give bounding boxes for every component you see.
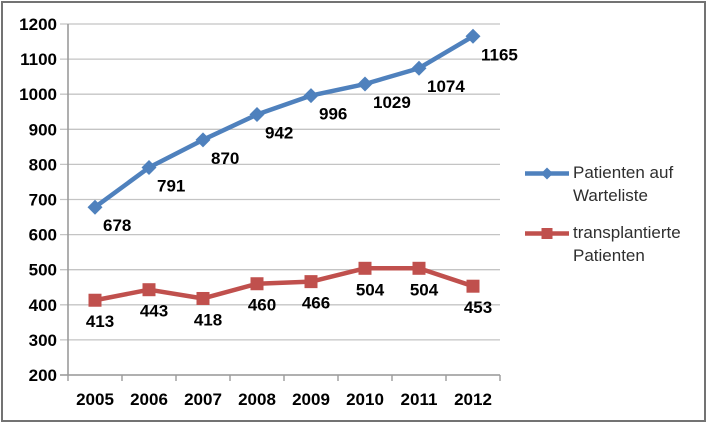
data-label-series1-2012: 453: [464, 298, 492, 317]
y-axis-label-700: 700: [29, 191, 57, 210]
series-line-1: [92, 266, 476, 303]
data-label-series1-2009: 466: [302, 294, 330, 313]
series-line-0: [92, 34, 476, 210]
data-label-series1-2011: 504: [410, 280, 439, 299]
data-label-series1-2007: 418: [194, 310, 222, 329]
y-axis-label-1100: 1100: [20, 50, 57, 69]
y-axis-label-1200: 1200: [19, 15, 57, 34]
marker-square-2009: [304, 275, 318, 289]
legend-diamond-marker-icon: [525, 167, 569, 180]
x-axis-label-2011: 2011: [401, 390, 438, 409]
y-axis-label-200: 200: [29, 366, 57, 385]
y-axis-label-500: 500: [29, 261, 57, 280]
legend-label-line: Warteliste: [573, 186, 648, 205]
marker-diamond-2006: [141, 160, 157, 176]
legend-square-marker-icon: [525, 228, 569, 239]
marker-square-2005: [88, 293, 102, 307]
x-axis-label-2012: 2012: [454, 390, 492, 409]
marker-diamond-2012: [465, 28, 481, 44]
x-axis-label-2008: 2008: [238, 390, 276, 409]
data-label-series0-2012: 1165: [481, 45, 518, 64]
marker-diamond-2005: [87, 199, 103, 215]
y-axis-label-900: 900: [29, 120, 57, 139]
legend-label-line: Patienten auf: [573, 163, 674, 182]
x-axis-label-2010: 2010: [346, 390, 384, 409]
data-label-series1-2010: 504: [356, 280, 385, 299]
x-axis-label-2005: 2005: [76, 390, 114, 409]
data-label-series0-2010: 1029: [373, 93, 411, 112]
marker-diamond-2011: [411, 60, 427, 76]
y-axis-label-400: 400: [29, 296, 57, 315]
data-label-series0-2009: 996: [319, 105, 347, 124]
data-label-series0-2011: 1074: [427, 77, 465, 96]
data-label-series1-2008: 460: [248, 296, 276, 315]
y-axis-label-800: 800: [29, 155, 57, 174]
legend: Patienten auf Warteliste transplantierte Pa…: [524, 161, 681, 267]
legend-item-1: transplantierte Patienten: [524, 221, 681, 267]
y-axis-label-300: 300: [29, 331, 57, 350]
legend-item-0: Patienten auf Warteliste: [524, 161, 681, 207]
marker-square-2010: [358, 261, 372, 275]
marker-diamond-2007: [195, 132, 211, 148]
marker-square-2007: [196, 291, 210, 305]
marker-diamond-2008: [249, 107, 265, 123]
marker-square-2011: [412, 261, 426, 275]
data-label-series0-2006: 791: [157, 177, 185, 196]
y-axis-label-600: 600: [29, 226, 57, 245]
legend-label-1: transplantierte Patienten: [573, 221, 681, 267]
x-axis-label-2007: 2007: [184, 390, 222, 409]
marker-diamond-2009: [303, 88, 319, 104]
legend-label-0: Patienten auf Warteliste: [573, 161, 673, 207]
data-label-series1-2005: 413: [86, 312, 114, 331]
data-label-series0-2008: 942: [265, 124, 293, 143]
data-label-series0-2007: 870: [211, 149, 239, 168]
data-label-series1-2006: 443: [140, 302, 168, 321]
legend-label-line: Patienten: [573, 246, 645, 265]
marker-diamond-2010: [357, 76, 373, 92]
marker-square-2012: [466, 279, 480, 293]
x-axis-label-2006: 2006: [130, 390, 168, 409]
y-axis-label-1000: 1000: [19, 85, 57, 104]
marker-square-2006: [142, 283, 156, 297]
x-axis-label-2009: 2009: [292, 390, 330, 409]
marker-square-2008: [250, 277, 264, 291]
data-label-series0-2005: 678: [103, 216, 131, 235]
legend-label-line: transplantierte: [573, 223, 681, 242]
